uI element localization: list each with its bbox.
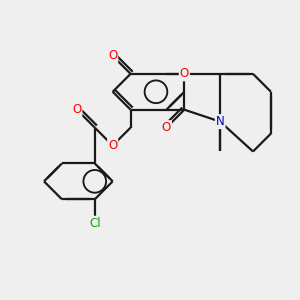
Text: O: O <box>180 68 189 80</box>
Text: N: N <box>216 115 224 128</box>
Text: O: O <box>108 50 117 62</box>
Text: O: O <box>72 103 82 116</box>
Text: O: O <box>162 121 171 134</box>
Text: Cl: Cl <box>89 217 100 230</box>
Text: O: O <box>108 139 117 152</box>
